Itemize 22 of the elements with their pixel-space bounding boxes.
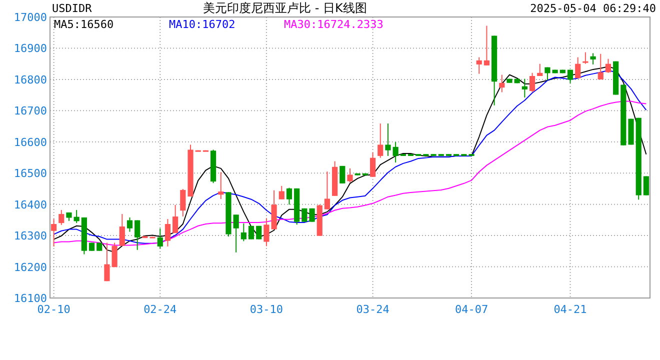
x-tick-label: 04-21: [554, 303, 587, 316]
text: MA30:16724.2333: [284, 18, 384, 31]
y-tick-label: 16700: [14, 104, 47, 118]
x-tick-label: 03-10: [250, 303, 284, 316]
y-tick-label: 16900: [14, 42, 47, 56]
y-tick-label: 16100: [14, 292, 47, 305]
text: 2025-05-04 06:29:40: [530, 2, 656, 15]
chart-title: 美元印度尼西亚卢比 - 日K线图: [203, 1, 367, 15]
y-tick-label: 16500: [14, 167, 47, 180]
y-tick-label: 16800: [14, 73, 47, 86]
y-tick-label: 17000: [14, 11, 47, 24]
y-tick-label: 16300: [14, 230, 47, 243]
x-tick-label: 03-24: [356, 303, 390, 316]
y-tick-label: 16600: [14, 136, 47, 149]
x-tick-label: 04-07: [454, 303, 488, 316]
x-tick-label: 02-24: [144, 303, 178, 316]
text: MA10:16702: [169, 18, 236, 31]
chart-subtitle: USDIDR: [52, 2, 92, 15]
x-tick-label: 02-10: [37, 303, 70, 316]
y-tick-label: 16400: [14, 198, 47, 212]
text: MA5:16560: [54, 18, 114, 31]
y-tick-label: 16200: [14, 260, 47, 274]
